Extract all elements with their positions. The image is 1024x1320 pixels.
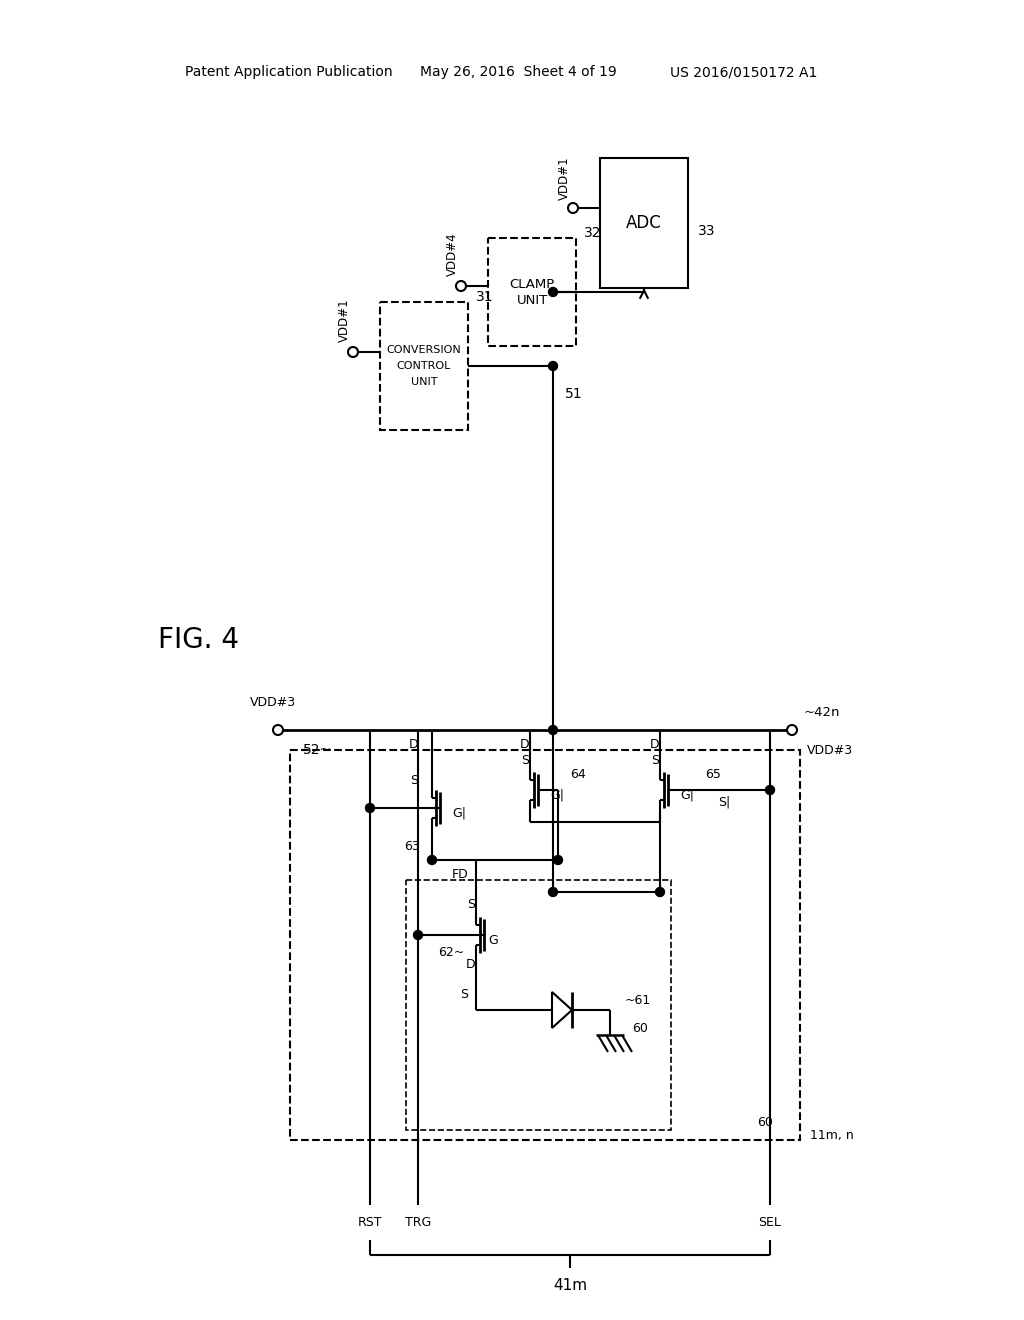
Text: CONTROL: CONTROL — [397, 360, 452, 371]
Text: D: D — [466, 958, 476, 972]
Text: S: S — [460, 989, 468, 1002]
Bar — [380, 302, 468, 430]
Circle shape — [568, 203, 578, 213]
Text: May 26, 2016  Sheet 4 of 19: May 26, 2016 Sheet 4 of 19 — [420, 65, 616, 79]
Text: S: S — [467, 899, 475, 912]
Text: D: D — [650, 738, 659, 751]
Circle shape — [766, 785, 774, 795]
Text: 65: 65 — [705, 768, 721, 781]
Text: S: S — [410, 774, 418, 787]
Text: 52~: 52~ — [303, 743, 332, 756]
Circle shape — [554, 855, 562, 865]
Circle shape — [414, 931, 423, 940]
Circle shape — [549, 288, 557, 297]
Circle shape — [348, 347, 358, 356]
Text: 60: 60 — [632, 1022, 648, 1035]
Text: D: D — [520, 738, 529, 751]
Text: S: S — [521, 754, 529, 767]
Text: ~42n: ~42n — [804, 705, 841, 718]
Text: VDD#3: VDD#3 — [250, 696, 296, 709]
Text: VDD#4: VDD#4 — [445, 232, 459, 276]
Text: 31: 31 — [476, 290, 494, 304]
Text: 60: 60 — [757, 1115, 773, 1129]
Text: G|: G| — [680, 788, 694, 801]
Text: 32: 32 — [584, 226, 601, 240]
Text: 41m: 41m — [553, 1278, 587, 1292]
Text: UNIT: UNIT — [516, 294, 548, 308]
Bar — [406, 880, 671, 1130]
Text: FIG. 4: FIG. 4 — [158, 626, 239, 653]
Text: Patent Application Publication: Patent Application Publication — [185, 65, 392, 79]
Circle shape — [273, 725, 283, 735]
Circle shape — [549, 726, 557, 734]
Text: S|: S| — [718, 796, 730, 808]
Text: VDD#1: VDD#1 — [557, 156, 570, 199]
Text: G|: G| — [550, 788, 564, 801]
Text: 51: 51 — [565, 387, 583, 401]
Text: ADC: ADC — [626, 214, 662, 232]
Circle shape — [427, 855, 436, 865]
Text: S: S — [651, 754, 659, 767]
Text: G|: G| — [452, 807, 466, 820]
Bar — [488, 238, 575, 346]
Text: VDD#3: VDD#3 — [807, 743, 853, 756]
Text: D: D — [410, 738, 419, 751]
Bar — [290, 750, 800, 1140]
Text: RST: RST — [357, 1216, 382, 1229]
Text: 62~: 62~ — [438, 946, 464, 960]
Circle shape — [655, 887, 665, 896]
Circle shape — [549, 887, 557, 896]
Text: ~61: ~61 — [625, 994, 651, 1006]
Circle shape — [366, 804, 375, 813]
Text: CONVERSION: CONVERSION — [387, 345, 462, 355]
Text: 64: 64 — [570, 768, 586, 781]
Text: CLAMP: CLAMP — [509, 277, 555, 290]
Text: TRG: TRG — [404, 1216, 431, 1229]
Text: SEL: SEL — [759, 1216, 781, 1229]
Text: US 2016/0150172 A1: US 2016/0150172 A1 — [670, 65, 817, 79]
Text: 63: 63 — [404, 840, 420, 853]
Text: G: G — [488, 933, 498, 946]
Bar — [600, 158, 688, 288]
Circle shape — [549, 362, 557, 371]
Text: FD: FD — [452, 869, 469, 882]
Text: 33: 33 — [698, 224, 716, 238]
Text: UNIT: UNIT — [411, 378, 437, 387]
Text: 11m, n: 11m, n — [810, 1129, 854, 1142]
Circle shape — [456, 281, 466, 290]
Text: VDD#1: VDD#1 — [338, 298, 350, 342]
Circle shape — [787, 725, 797, 735]
